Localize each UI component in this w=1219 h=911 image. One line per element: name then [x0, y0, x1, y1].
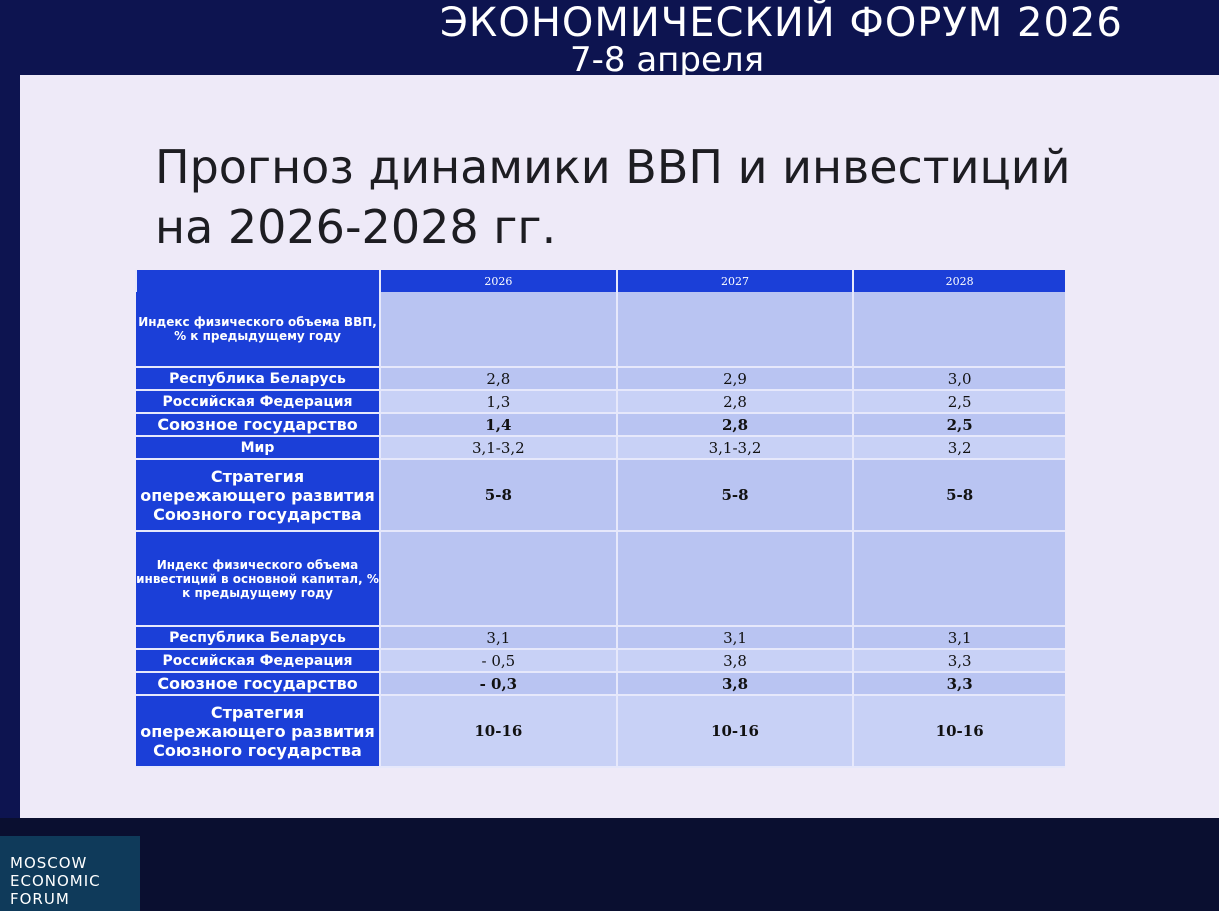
value-cell: 5-8 — [379, 459, 617, 532]
header-row: 2026 2027 2028 — [135, 270, 1065, 292]
data-row: Республика Беларусь 3,1 3,1 3,1 — [136, 626, 1065, 650]
footer: MOSCOW ECONOMIC FORUM — [0, 818, 1219, 911]
value-cell: 10-16 — [852, 695, 1065, 768]
value-cell: 3,2 — [852, 436, 1065, 460]
value-cell: 3,0 — [852, 367, 1065, 391]
value-cell: 3,1 — [615, 626, 854, 650]
row-label: Союзное государство — [136, 672, 380, 696]
value-cell: 2,8 — [379, 367, 617, 391]
empty-cell — [379, 531, 617, 627]
value-cell: 1,3 — [379, 390, 617, 414]
forum-logo: MOSCOW ECONOMIC FORUM — [0, 836, 140, 911]
row-label: Стратегия опережающего развития Союзного… — [136, 695, 380, 768]
value-cell: - 0,5 — [379, 649, 617, 673]
value-cell: 5-8 — [852, 459, 1065, 532]
forum-dates: 7-8 апреля — [570, 40, 765, 80]
empty-cell — [615, 292, 854, 368]
value-cell: 3,1 — [379, 626, 617, 650]
empty-cell — [852, 531, 1065, 627]
data-row: Союзное государство 1,4 2,8 2,5 — [136, 413, 1065, 437]
value-cell: 5-8 — [615, 459, 854, 532]
empty-cell — [852, 292, 1065, 368]
year-header: 2028 — [852, 270, 1065, 292]
empty-cell — [615, 531, 854, 627]
slide-title: на 2026-2028 гг. — [155, 200, 557, 254]
forecast-table: 2026 2027 2028 Индекс физического объема ВВ… — [135, 270, 1065, 768]
section-row: Индекс физического объема ВВП, % к преды… — [136, 292, 1065, 368]
row-label: Мир — [136, 436, 380, 460]
value-cell: 3,8 — [615, 672, 854, 696]
row-label: Российская Федерация — [136, 390, 380, 414]
value-cell: 3,3 — [852, 649, 1065, 673]
section-title: Индекс физического объема инвестиций в о… — [136, 531, 380, 627]
data-row: Стратегия опережающего развития Союзного… — [136, 459, 1065, 532]
row-label: Стратегия опережающего развития Союзного… — [136, 459, 380, 532]
value-cell: 1,4 — [379, 413, 617, 437]
value-cell: 3,8 — [615, 649, 854, 673]
value-cell: 10-16 — [379, 695, 617, 768]
value-cell: 3,1-3,2 — [379, 436, 617, 460]
data-row: Республика Беларусь 2,8 2,9 3,0 — [136, 367, 1065, 391]
year-header: 2026 — [379, 270, 617, 292]
data-row: Мир 3,1-3,2 3,1-3,2 3,2 — [136, 436, 1065, 460]
value-cell: 2,8 — [615, 390, 854, 414]
empty-cell — [379, 292, 617, 368]
row-label: Республика Беларусь — [136, 626, 380, 650]
value-cell: 10-16 — [615, 695, 854, 768]
slide: Прогноз динамики ВВП и инвестиций на 202… — [20, 75, 1219, 820]
row-label: Республика Беларусь — [136, 367, 380, 391]
year-header: 2027 — [615, 270, 854, 292]
data-row: Стратегия опережающего развития Союзного… — [136, 695, 1065, 768]
value-cell: 2,5 — [852, 390, 1065, 414]
section-title: Индекс физического объема ВВП, % к преды… — [136, 292, 380, 368]
corner-cell — [135, 270, 380, 292]
data-row: Российская Федерация 1,3 2,8 2,5 — [136, 390, 1065, 414]
section-row: Индекс физического объема инвестиций в о… — [136, 531, 1065, 627]
slide-title: Прогноз динамики ВВП и инвестиций — [155, 140, 1071, 194]
value-cell: 3,1 — [852, 626, 1065, 650]
row-label: Российская Федерация — [136, 649, 380, 673]
value-cell: 2,8 — [615, 413, 854, 437]
forum-banner: ЭКОНОМИЧЕСКИЙ ФОРУМ 2026 — [440, 0, 1123, 46]
value-cell: - 0,3 — [379, 672, 617, 696]
data-row: Союзное государство - 0,3 3,8 3,3 — [136, 672, 1065, 696]
value-cell: 3,3 — [852, 672, 1065, 696]
row-label: Союзное государство — [136, 413, 380, 437]
data-row: Российская Федерация - 0,5 3,8 3,3 — [136, 649, 1065, 673]
value-cell: 3,1-3,2 — [615, 436, 854, 460]
value-cell: 2,9 — [615, 367, 854, 391]
value-cell: 2,5 — [852, 413, 1065, 437]
